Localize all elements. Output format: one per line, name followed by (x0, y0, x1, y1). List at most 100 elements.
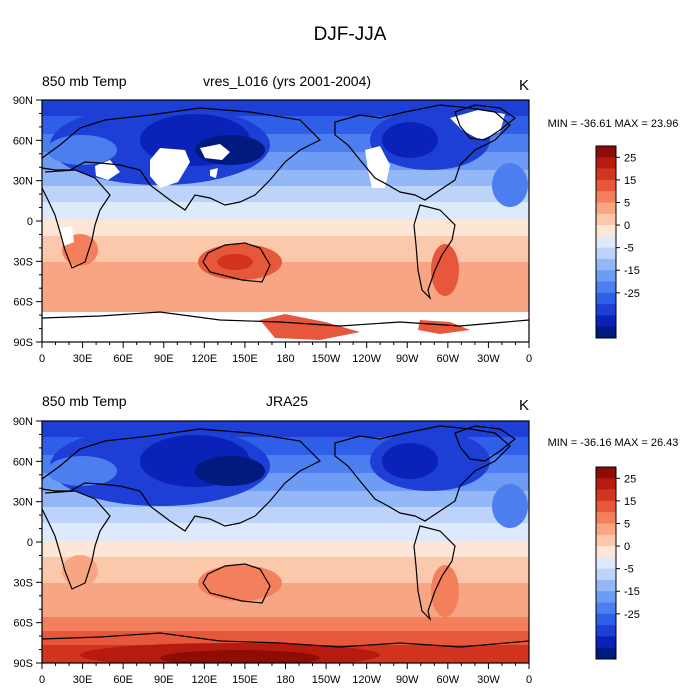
colorbar-swatch (596, 281, 616, 294)
x-tick-label: 30E (73, 353, 93, 365)
panel-center-label: vres_L016 (yrs 2001-2004) (203, 73, 371, 89)
colorbar-label: 15 (624, 175, 636, 187)
panel-minmax-label: MIN = -36.16 MAX = 26.43 (548, 437, 679, 449)
x-tick-label: 90E (154, 353, 174, 365)
colorbar-swatch (596, 225, 616, 237)
colorbar-swatch (596, 489, 616, 502)
colorbar-label: -15 (624, 586, 640, 598)
colorbar-swatch (596, 258, 616, 271)
colorbar-frame (595, 466, 617, 660)
colorbar-swatch (596, 591, 616, 603)
colorbar-label: -15 (624, 265, 640, 277)
colorbar-label: -5 (624, 243, 634, 255)
colorbar-swatch (596, 602, 616, 615)
temperature-field (42, 421, 529, 663)
x-tick-label: 120W (352, 674, 381, 686)
y-tick-label: 90N (13, 416, 33, 428)
x-tick-label: 120E (191, 674, 217, 686)
x-tick-label: 60W (437, 353, 460, 365)
colorbar-swatch (596, 247, 616, 260)
x-tick-label: 150E (232, 353, 258, 365)
x-tick-label: 150W (312, 674, 341, 686)
colorbar-label: 5 (624, 518, 630, 530)
y-tick-label: 0 (27, 537, 33, 549)
x-tick-label: 120W (352, 353, 381, 365)
colorbar-swatch (596, 146, 616, 158)
colorbar-swatch (596, 191, 616, 203)
x-tick-label: 180 (276, 674, 294, 686)
colorbar-label: 0 (624, 220, 630, 232)
y-tick-label: 30S (13, 256, 33, 268)
colorbar-swatch (596, 292, 616, 305)
colorbar-swatch (596, 236, 616, 248)
panel-left-label: 850 mb Temp (42, 393, 127, 409)
y-tick-label: 60N (13, 456, 33, 468)
y-tick-label: 60S (13, 618, 33, 630)
x-tick-label: 60E (113, 674, 133, 686)
y-tick-label: 30N (13, 176, 33, 188)
longitude-axis: 0 30E 60E 90E 120E 150E 180 150W 120W 90W 60W 30W 0 (39, 342, 532, 365)
colorbar: 25 15 5 0 -5 -15 -25 (595, 466, 640, 660)
colorbar-label: 25 (624, 152, 636, 164)
y-tick-label: 30N (13, 497, 33, 509)
x-tick-label: 0 (39, 353, 45, 365)
x-tick-label: 60E (113, 353, 133, 365)
y-tick-label: 90S (13, 658, 33, 670)
map-panel-model: 850 mb Temp vres_L016 (yrs 2001-2004) K … (13, 73, 679, 365)
colorbar-swatch (596, 270, 616, 282)
colorbar-swatch (596, 636, 616, 649)
x-tick-label: 150W (312, 353, 341, 365)
colorbar-swatch (596, 304, 616, 316)
longitude-axis: 0 30E 60E 90E 120E 150E 180 150W 120W 90W 60W 30W 0 (39, 663, 532, 686)
colorbar-swatch (596, 326, 616, 339)
x-tick-label: 90E (154, 674, 174, 686)
y-tick-label: 0 (27, 216, 33, 228)
colorbar-swatch (596, 157, 616, 169)
x-tick-label: 0 (526, 674, 532, 686)
x-tick-label: 90W (396, 674, 419, 686)
x-tick-label: 180 (276, 353, 294, 365)
x-tick-label: 60W (437, 674, 460, 686)
colorbar-swatch (596, 213, 616, 226)
colorbar-label: 0 (624, 541, 630, 553)
panel-minmax-label: MIN = -36.61 MAX = 23.96 (548, 118, 679, 130)
colorbar-swatch (596, 534, 616, 547)
temperature-field (42, 100, 529, 342)
colorbar-label: 25 (624, 473, 636, 485)
map-panel-reanalysis: 850 mb Temp JRA25 K MIN = -36.16 MAX = 2… (13, 393, 679, 686)
y-tick-label: 60S (13, 297, 33, 309)
coastline-outlines (42, 425, 529, 648)
x-tick-label: 30E (73, 674, 93, 686)
panel-units-label: K (519, 77, 529, 94)
colorbar-swatch (596, 512, 616, 524)
colorbar-swatch (596, 613, 616, 626)
colorbar-swatch (596, 179, 616, 192)
colorbar-swatch (596, 168, 616, 181)
colorbar-swatch (596, 467, 616, 479)
panel-center-label: JRA25 (266, 393, 308, 409)
colorbar-label: 15 (624, 496, 636, 508)
y-tick-label: 90S (13, 337, 33, 349)
y-tick-label: 90N (13, 95, 33, 107)
colorbar-label: 5 (624, 197, 630, 209)
colorbar-swatch (596, 202, 616, 215)
x-tick-label: 150E (232, 674, 258, 686)
x-tick-label: 0 (526, 353, 532, 365)
colorbar-frame (595, 145, 617, 339)
panel-units-label: K (519, 397, 529, 414)
y-tick-label: 30S (13, 577, 33, 589)
colorbar-swatch (596, 647, 616, 660)
colorbar-swatch (596, 557, 616, 569)
x-tick-label: 90W (396, 353, 419, 365)
colorbar-label: -25 (624, 609, 640, 621)
colorbar-label: -25 (624, 288, 640, 300)
x-tick-label: 30W (477, 353, 500, 365)
coastline-outlines (42, 104, 529, 327)
colorbar-swatch (596, 523, 616, 536)
latitude-axis: 90N 60N 30N 0 30S 60S 90S (13, 95, 42, 349)
panel-left-label: 850 mb Temp (42, 73, 127, 89)
figure-title: DJF-JJA (314, 24, 387, 45)
colorbar-swatch (596, 568, 616, 581)
colorbar-swatch (596, 625, 616, 637)
